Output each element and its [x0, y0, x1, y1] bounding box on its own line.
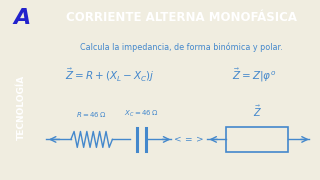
Text: TECNOLOGÍA: TECNOLOGÍA: [17, 75, 26, 140]
Text: $\vec{Z} = Z|\varphi^o$: $\vec{Z} = Z|\varphi^o$: [231, 67, 276, 84]
Text: A: A: [13, 8, 30, 28]
Text: Calcula la impedancia, de forma binómica y polar.: Calcula la impedancia, de forma binómica…: [80, 42, 283, 52]
Text: $X_C=46\,\Omega$: $X_C=46\,\Omega$: [124, 109, 159, 119]
Bar: [0, 0, 43, 35]
Text: $R=46\,\Omega$: $R=46\,\Omega$: [76, 110, 107, 119]
Text: $<=>$: $<=>$: [172, 135, 205, 144]
Bar: [226, 127, 288, 152]
Text: $\vec{Z}$: $\vec{Z}$: [253, 104, 262, 119]
Text: CORRIENTE ALTERNA MONOFÁSICA: CORRIENTE ALTERNA MONOFÁSICA: [66, 11, 297, 24]
Text: $\vec{Z} = R + (X_L - X_C)j$: $\vec{Z} = R + (X_L - X_C)j$: [65, 67, 155, 84]
